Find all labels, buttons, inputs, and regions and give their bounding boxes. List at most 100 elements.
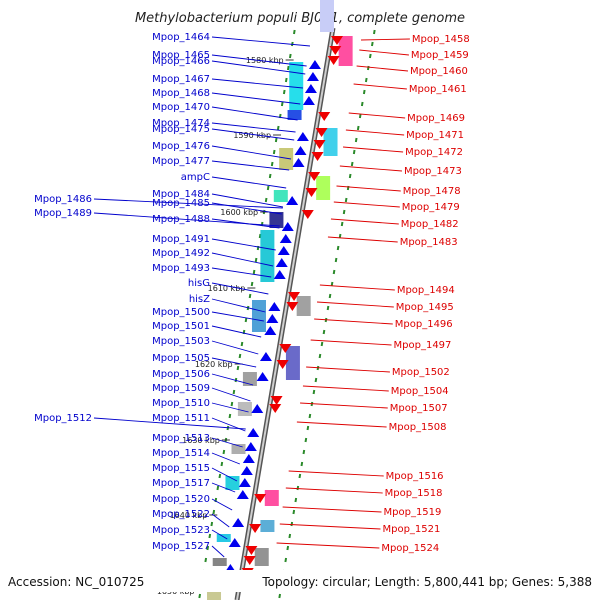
left-gene-label: Mpop_1527 [152, 541, 210, 552]
topology-text: Topology: circular; Length: 5,800,441 bp… [261, 575, 592, 589]
right-gene-label: Mpop_1478 [403, 186, 461, 197]
right-track-dash [302, 449, 306, 455]
gene-arrow-forward [302, 96, 315, 105]
left-leader-line [211, 122, 296, 133]
left-leader-line [211, 92, 301, 105]
left-leader-line [211, 482, 236, 493]
right-track-dash [332, 269, 336, 275]
right-track-dash [370, 41, 374, 47]
right-leader-line [288, 470, 384, 477]
left-leader-line [211, 298, 266, 313]
left-leader-line [211, 160, 290, 171]
gene-glyphs [207, 36, 353, 600]
right-gene-label: Mpop_1518 [385, 488, 443, 499]
right-track-dash [314, 377, 318, 383]
left-gene-label: Mpop_1477 [152, 156, 210, 167]
right-track-dash [330, 281, 334, 287]
gene-arrow-forward [294, 146, 307, 155]
gene-arrow-reverse [327, 56, 340, 65]
right-track-dash [342, 209, 346, 215]
left-gene-label: Mpop_1517 [152, 478, 210, 489]
left-gene-label: Mpop_1466 [152, 56, 210, 67]
left-leader-line [211, 145, 292, 160]
gene-block [260, 230, 275, 282]
right-track-dash [322, 329, 326, 335]
left-gene-label: Mpop_1468 [152, 88, 210, 99]
right-track-dash [354, 137, 358, 143]
right-leader-line [310, 339, 392, 346]
left-track-dash [252, 269, 256, 275]
left-track-dash [258, 233, 262, 239]
kbp-label: 1640 kbp [170, 511, 208, 520]
right-track-dash [334, 257, 338, 263]
right-track-dash [318, 353, 322, 359]
left-leader-line [211, 387, 251, 402]
gene-arrow-forward [286, 196, 299, 205]
right-gene-label: Mpop_1469 [407, 113, 465, 124]
gene-arrow-forward [304, 84, 317, 93]
left-gene-label: Mpop_1465 [152, 50, 210, 61]
left-leader-line [211, 78, 303, 89]
left-leader-line [211, 417, 246, 432]
gene-arrow-reverse [311, 152, 324, 161]
right-leader-line [336, 185, 401, 192]
right-track-dash [292, 509, 296, 515]
left-track-dash [198, 593, 202, 599]
left-gene-label: Mpop_1488 [152, 214, 210, 225]
right-gene-label: Mpop_1494 [397, 285, 455, 296]
gene-arrow-reverse [279, 344, 292, 353]
right-gene-label: Mpop_1461 [409, 84, 467, 95]
right-track-dash [306, 425, 310, 431]
left-leader-line [211, 402, 249, 413]
gene-block [273, 190, 288, 202]
left-track-dash [222, 449, 226, 455]
left-track-dash [204, 557, 208, 563]
gene-arrow-forward [264, 326, 277, 335]
right-track-dash [336, 245, 340, 251]
left-track-dash [282, 89, 286, 95]
right-leader-line [348, 112, 406, 119]
left-gene-label: Mpop_1464 [152, 32, 210, 43]
left-track-dash [236, 365, 240, 371]
left-track-dash [230, 401, 234, 407]
gene-block [338, 36, 353, 66]
gene-arrow-reverse [315, 128, 328, 137]
left-track-dash [293, 29, 296, 35]
left-leader-line [211, 176, 287, 189]
left-gene-label: Mpop_1474 [152, 118, 210, 129]
right-track-dash [304, 437, 308, 443]
gene-arrow-forward [242, 454, 255, 463]
right-leader-line [282, 506, 382, 513]
left-gene-label: Mpop_1485 [152, 198, 210, 209]
left-gene-label: Mpop_1520 [152, 494, 210, 505]
accession-text: Accession: NC_010725 [8, 575, 144, 589]
right-gene-label: Mpop_1496 [395, 319, 453, 330]
gene-block [212, 558, 227, 566]
gene-arrow-reverse [269, 404, 282, 413]
left-leader-line [211, 311, 264, 322]
left-gene-label: Mpop_1486 [34, 194, 92, 205]
left-gene-label: Mpop_1522 [152, 509, 210, 520]
left-leader-line [211, 202, 282, 215]
gene-arrow-reverse [270, 396, 283, 405]
right-gene-label: Mpop_1521 [382, 524, 440, 535]
left-gene-label: Mpop_1476 [152, 141, 210, 152]
right-leader-line [296, 421, 387, 428]
gene-arrow-reverse [245, 546, 258, 555]
gene-block [260, 520, 275, 532]
right-track-dash [338, 233, 342, 239]
left-track-dash [228, 413, 232, 419]
kbp-label: 1580 kbp [246, 56, 284, 65]
gene-arrow-reverse [313, 140, 326, 149]
right-leader-line [330, 218, 399, 225]
left-leader-line [211, 252, 274, 267]
gene-block [323, 128, 338, 156]
left-leader-line [211, 498, 233, 511]
left-leader-line [211, 357, 257, 368]
gene-block [264, 490, 279, 506]
left-track-dash [216, 485, 220, 491]
right-gene-label: Mpop_1495 [396, 302, 454, 313]
gene-block [289, 62, 304, 110]
left-track-dash [210, 521, 214, 527]
left-gene-label: Mpop_1489 [34, 208, 92, 219]
